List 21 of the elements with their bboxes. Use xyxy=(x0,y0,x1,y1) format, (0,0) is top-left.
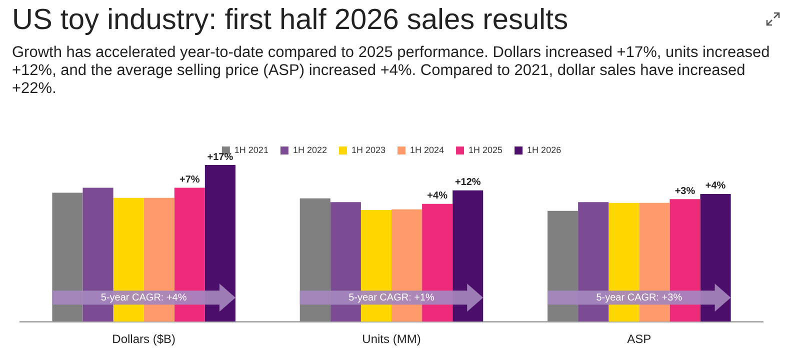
bar xyxy=(204,165,236,322)
annotation: 5-year CAGR: +4% xyxy=(100,292,187,304)
x-tick-label: Dollars ($B) xyxy=(112,332,176,346)
legend-label: 1H 2024 xyxy=(410,144,444,155)
legend-label: 1H 2021 xyxy=(234,144,268,155)
legend-label: 1H 2026 xyxy=(527,144,562,155)
text: +17% xyxy=(207,152,234,163)
x-tick-label: Units (MM) xyxy=(362,332,421,346)
legend-label: 1H 2022 xyxy=(292,144,327,155)
annotation: +7% xyxy=(180,174,200,186)
legend-label: 1H 2023 xyxy=(351,144,386,155)
annotation: +4% xyxy=(427,190,448,202)
annotation: +4% xyxy=(705,180,726,192)
annotation: +12% xyxy=(454,177,481,188)
chart-title: US toy industry: first half 2026 sales results xyxy=(12,4,568,37)
legend-label: 1H 2025 xyxy=(468,144,503,155)
annotation: +3% xyxy=(674,186,696,197)
annotation: 5-year CAGR: +3% xyxy=(596,292,682,304)
x-tick-label: ASP xyxy=(627,332,652,346)
chart-subtitle: Growth has accelerated year-to-date compared to 2025 performance. Dollars increased +17%, units increased +12%, and the average selling price (ASP) increased +4%. Compared to 2021, dollar sales have increased +22%. xyxy=(12,44,771,98)
annotation: 5-year CAGR: +1% xyxy=(348,292,435,304)
